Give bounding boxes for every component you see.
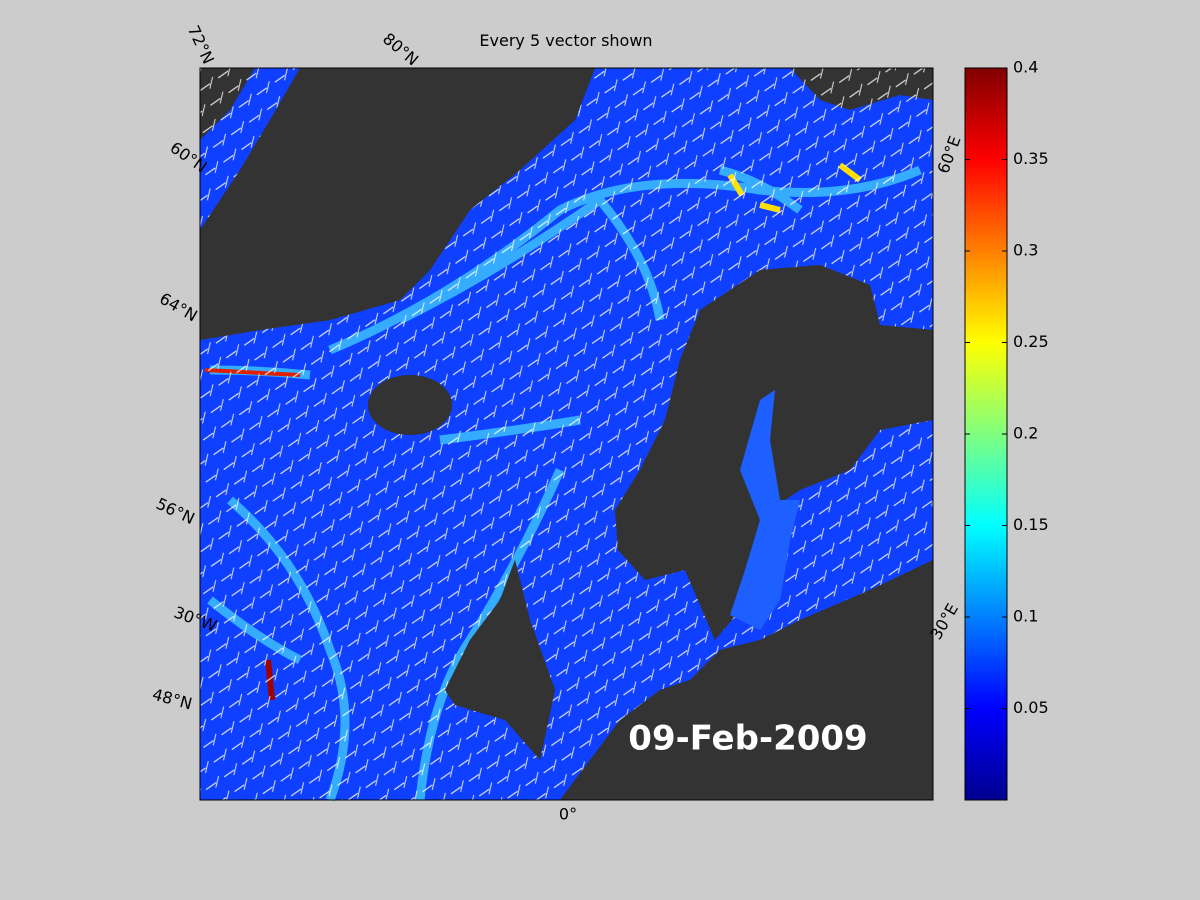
colorbar-tick-label: 0.2 (1013, 424, 1038, 443)
colorbar-tick-label: 0.1 (1013, 607, 1038, 626)
colorbar-tick-label: 0.15 (1013, 515, 1049, 534)
colorbar-tick-label: 0.4 (1013, 58, 1038, 77)
colorbar-tick-label: 0.35 (1013, 149, 1049, 168)
colorbar (964, 67, 1008, 801)
colorbar-tick-label: 0.25 (1013, 332, 1049, 351)
date-label: 09-Feb-2009 (628, 719, 867, 759)
colorbar-tick-label: 0.05 (1013, 698, 1049, 717)
map (199, 67, 934, 802)
land-overlay (200, 68, 933, 800)
baltic-sea (730, 390, 800, 630)
graticule-label: 0° (559, 805, 577, 824)
colorbar-tick-label: 0.3 (1013, 241, 1038, 260)
map-title: Every 5 vector shown (479, 31, 652, 50)
map-frame (199, 67, 934, 801)
